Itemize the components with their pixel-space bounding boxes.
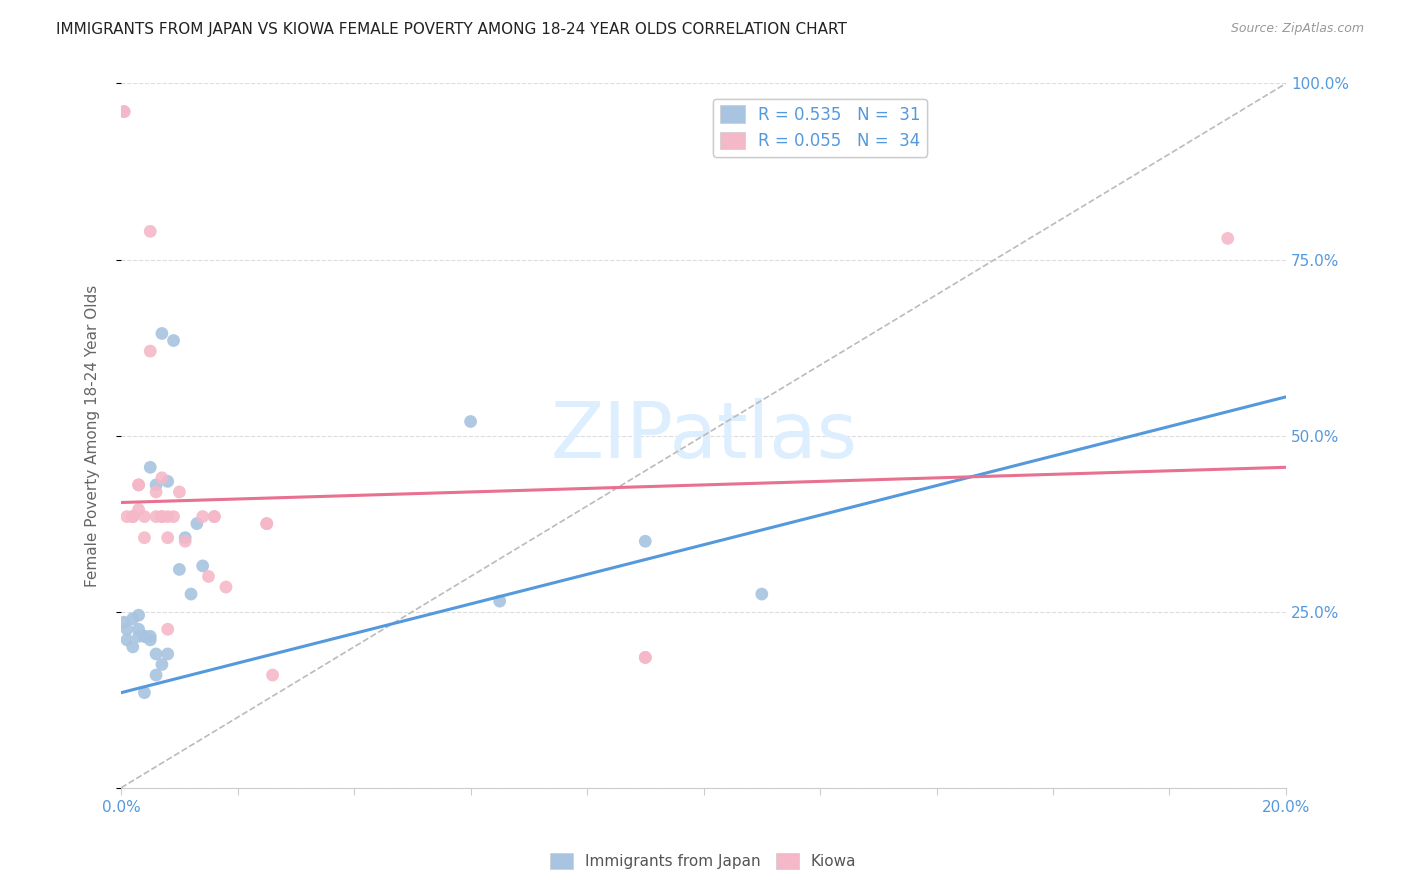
Point <box>150 657 173 672</box>
Point <box>139 632 162 647</box>
Text: Source: ZipAtlas.com: Source: ZipAtlas.com <box>1230 22 1364 36</box>
Point <box>128 608 150 623</box>
Point <box>156 622 179 636</box>
Point <box>115 622 138 636</box>
Point <box>634 650 657 665</box>
Point <box>634 650 657 665</box>
Point <box>174 534 197 549</box>
Point <box>262 668 284 682</box>
Point <box>150 509 173 524</box>
Point <box>128 629 150 643</box>
Point <box>112 104 135 119</box>
Point <box>121 612 143 626</box>
Point <box>634 534 657 549</box>
Point <box>121 509 143 524</box>
Point <box>134 629 156 643</box>
Point <box>150 471 173 485</box>
Point <box>162 334 184 348</box>
Point <box>145 668 167 682</box>
Text: ZIPatlas: ZIPatlas <box>550 398 858 474</box>
Point <box>134 509 156 524</box>
Point <box>751 587 773 601</box>
Point <box>145 509 167 524</box>
Point <box>202 509 225 524</box>
Point <box>134 629 156 643</box>
Point <box>139 460 162 475</box>
Point <box>150 326 173 341</box>
Point <box>197 569 219 583</box>
Point <box>128 478 150 492</box>
Point <box>145 485 167 500</box>
Point <box>121 640 143 654</box>
Point <box>180 587 202 601</box>
Point <box>191 509 214 524</box>
Point <box>215 580 238 594</box>
Point <box>156 531 179 545</box>
Point <box>134 531 156 545</box>
Point <box>174 531 197 545</box>
Point <box>145 478 167 492</box>
Point <box>121 509 143 524</box>
Point <box>115 509 138 524</box>
Point <box>162 509 184 524</box>
Point <box>156 647 179 661</box>
Point <box>191 558 214 573</box>
Point <box>134 686 156 700</box>
Point <box>139 224 162 238</box>
Point <box>139 629 162 643</box>
Point <box>169 562 191 576</box>
Point <box>139 344 162 359</box>
Point <box>128 478 150 492</box>
Point <box>156 509 179 524</box>
Point <box>128 622 150 636</box>
Point <box>186 516 208 531</box>
Point <box>150 509 173 524</box>
Text: IMMIGRANTS FROM JAPAN VS KIOWA FEMALE POVERTY AMONG 18-24 YEAR OLDS CORRELATION : IMMIGRANTS FROM JAPAN VS KIOWA FEMALE PO… <box>56 22 846 37</box>
Point <box>156 475 179 489</box>
Point <box>145 647 167 661</box>
Point <box>128 502 150 516</box>
Legend: Immigrants from Japan, Kiowa: Immigrants from Japan, Kiowa <box>544 847 862 875</box>
Point <box>256 516 278 531</box>
Point <box>115 632 138 647</box>
Legend: R = 0.535   N =  31, R = 0.055   N =  34: R = 0.535 N = 31, R = 0.055 N = 34 <box>713 99 927 157</box>
Point <box>112 104 135 119</box>
Point <box>1216 231 1239 245</box>
Point <box>202 509 225 524</box>
Point <box>112 615 135 630</box>
Point <box>460 415 482 429</box>
Point <box>169 485 191 500</box>
Point <box>256 516 278 531</box>
Point <box>488 594 510 608</box>
Y-axis label: Female Poverty Among 18-24 Year Olds: Female Poverty Among 18-24 Year Olds <box>86 285 100 587</box>
